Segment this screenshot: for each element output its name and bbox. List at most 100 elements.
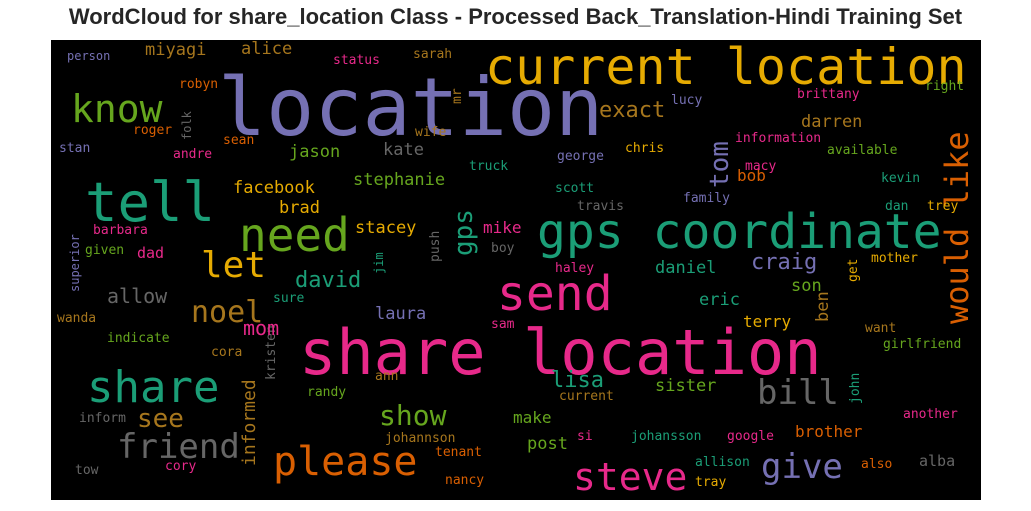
word-barbara: barbara	[93, 223, 148, 238]
word-george: george	[557, 149, 604, 164]
word-bob: bob	[737, 166, 766, 185]
word-stan: stan	[59, 141, 91, 156]
word-another: another	[903, 407, 958, 422]
word-mike: mike	[483, 218, 522, 237]
word-brother: brother	[795, 422, 863, 441]
word-chris: chris	[625, 141, 665, 156]
word-current-location: current location	[485, 40, 967, 96]
word-share-location: share location	[299, 316, 822, 389]
word-gps: gps	[449, 209, 479, 256]
figure-title: WordCloud for share_location Class - Pro…	[68, 4, 963, 29]
wordcloud-canvas: location share location current location…	[51, 40, 981, 500]
word-show: show	[379, 399, 447, 432]
word-sister: sister	[655, 376, 717, 396]
word-post: post	[527, 434, 568, 454]
word-kate: kate	[383, 140, 424, 160]
word-push: push	[428, 230, 443, 262]
word-brittany: brittany	[797, 87, 860, 102]
word-allow: allow	[107, 284, 168, 308]
word-available: available	[827, 143, 898, 158]
word-mr: mr	[450, 88, 465, 104]
word-lucy: lucy	[671, 93, 703, 108]
word-robyn: robyn	[179, 77, 219, 92]
word-want: want	[865, 321, 897, 336]
word-girlfriend: girlfriend	[883, 337, 962, 352]
word-boy: boy	[491, 241, 515, 256]
word-person: person	[67, 49, 111, 63]
word-tenant: tenant	[435, 445, 482, 460]
word-need: need	[239, 208, 350, 262]
word-cory: cory	[165, 459, 197, 474]
word-informed: informed	[239, 379, 260, 466]
word-let: let	[201, 245, 267, 286]
word-terry: terry	[743, 312, 792, 331]
word-randy: randy	[307, 385, 347, 400]
word-miyagi: miyagi	[145, 40, 207, 60]
word-si: si	[577, 429, 593, 444]
word-john: john	[848, 372, 863, 404]
word-given: given	[85, 243, 125, 258]
word-son: son	[791, 276, 822, 296]
word-sure: sure	[273, 291, 305, 306]
word-sarah: sarah	[413, 47, 453, 62]
word-status: status	[333, 53, 380, 68]
word-brad: brad	[279, 198, 320, 218]
word-roger: roger	[133, 123, 173, 138]
word-travis: travis	[577, 199, 624, 214]
word-indicate: indicate	[107, 331, 170, 346]
word-make: make	[513, 408, 552, 427]
word-give: give	[761, 447, 843, 487]
word-truck: truck	[469, 159, 509, 174]
word-would-like: would like	[938, 131, 976, 324]
word-andre: andre	[173, 147, 213, 162]
word-sam: sam	[491, 317, 515, 332]
word-family: family	[683, 191, 730, 206]
word-bill: bill	[757, 373, 839, 413]
word-information: information	[735, 131, 822, 146]
word-jim: jim	[372, 252, 386, 274]
word-darren: darren	[801, 112, 863, 132]
word-facebook: facebook	[233, 178, 315, 198]
word-send: send	[497, 266, 613, 322]
word-stephanie: stephanie	[353, 170, 446, 190]
word-inform: inform	[79, 411, 126, 426]
word-tow: tow	[75, 463, 99, 478]
word-tell: tell	[85, 171, 216, 234]
word-dad: dad	[137, 244, 165, 262]
word-eric: eric	[699, 290, 740, 310]
word-david: david	[295, 268, 362, 293]
word-daniel: daniel	[655, 258, 717, 278]
word-mom: mom	[243, 316, 280, 340]
word-alice: alice	[241, 40, 293, 59]
word-laura: laura	[375, 304, 427, 324]
word-stacey: stacey	[355, 218, 417, 238]
word-current: current	[559, 389, 614, 404]
word-tray: tray	[695, 475, 727, 490]
word-get: get	[846, 258, 861, 282]
word-tom: tom	[705, 141, 735, 188]
word-google: google	[727, 429, 774, 444]
word-scott: scott	[555, 181, 595, 196]
word-share: share	[87, 362, 220, 413]
word-macy: macy	[745, 159, 777, 174]
word-wanda: wanda	[57, 311, 97, 326]
word-ann: ann	[375, 369, 399, 384]
word-friend: friend	[117, 427, 240, 467]
word-please: please	[273, 439, 418, 485]
word-nancy: nancy	[445, 473, 485, 488]
word-mother: mother	[871, 251, 918, 266]
word-haley: haley	[555, 261, 595, 276]
word-craig: craig	[751, 250, 818, 275]
word-noel: noel	[191, 295, 264, 330]
word-know: know	[71, 87, 163, 131]
word-also: also	[861, 457, 893, 472]
word-alba: alba	[919, 452, 956, 470]
word-dan: dan	[885, 199, 909, 214]
word-allison: allison	[695, 455, 750, 470]
word-wife: wife	[415, 125, 447, 140]
word-folk: folk	[180, 111, 194, 140]
word-cora: cora	[211, 345, 243, 360]
word-right: right	[925, 79, 965, 94]
word-jason: jason	[289, 142, 341, 162]
word-location: location	[218, 61, 604, 154]
